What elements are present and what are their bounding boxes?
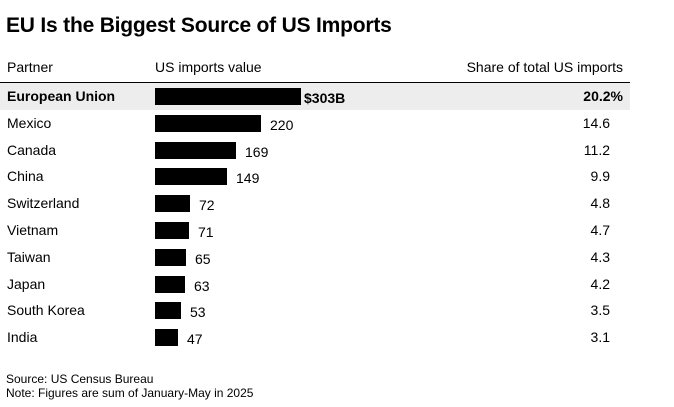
import-bar [155, 275, 185, 293]
share-label: 14.6 [582, 114, 610, 131]
value-label: 72 [199, 197, 215, 214]
partner-label: Mexico [7, 114, 52, 131]
partner-label: Canada [7, 141, 57, 158]
table-row: China 149 9.9 [0, 163, 630, 190]
share-label: 4.8 [590, 195, 610, 212]
share-label: 3.5 [590, 302, 610, 319]
partner-label: Vietnam [7, 221, 59, 238]
table-header: Partner US imports value Share of total … [0, 54, 630, 84]
share-label: 3.1 [590, 329, 610, 346]
partner-label: Taiwan [7, 248, 51, 265]
import-bar [155, 329, 178, 347]
table-row: European Union $303B 20.2% [0, 83, 630, 110]
import-bar [155, 141, 236, 159]
share-column-header: Share of total US imports [466, 59, 623, 75]
value-label: 71 [198, 223, 214, 240]
partner-label: India [7, 329, 38, 346]
value-label: $303B [304, 90, 346, 106]
chart-rows: European Union $303B 20.2% Mexico 220 14.6 Can… [0, 83, 630, 351]
source-note: Source: US Census Bureau [6, 372, 154, 386]
table-row: Switzerland 72 4.8 [0, 190, 630, 217]
share-label: 4.7 [590, 221, 610, 238]
value-label: 53 [190, 304, 206, 321]
table-row: Vietnam 71 4.7 [0, 217, 630, 244]
import-bar [155, 168, 227, 186]
import-bar [155, 114, 261, 132]
chart-footer: Source: US Census Bureau Note: Figures a… [6, 372, 253, 400]
value-label: 63 [194, 277, 210, 294]
partner-label: China [7, 168, 44, 185]
share-label: 4.3 [590, 248, 610, 265]
import-bar [155, 302, 181, 320]
table-row: Mexico 220 14.6 [0, 110, 630, 137]
chart-title: EU Is the Biggest Source of US Imports [6, 14, 392, 37]
import-bar [155, 248, 186, 266]
share-label: 11.2 [583, 141, 610, 158]
table-row: Japan 63 4.2 [0, 271, 630, 298]
value-label: 220 [270, 116, 294, 133]
value-label: 169 [245, 143, 269, 160]
value-label: 47 [187, 331, 203, 348]
import-bar [155, 88, 301, 105]
share-label: 4.2 [590, 275, 610, 292]
partner-label: South Korea [7, 302, 85, 319]
table-row: Canada 169 11.2 [0, 137, 630, 164]
partner-column-header: Partner [7, 59, 53, 75]
import-bar [155, 221, 189, 239]
value-column-header: US imports value [155, 59, 262, 75]
value-label: 149 [236, 170, 260, 187]
table-row: South Korea 53 3.5 [0, 297, 630, 324]
figures-note: Note: Figures are sum of January-May in … [6, 386, 254, 400]
value-label: 65 [195, 250, 211, 267]
partner-label: Switzerland [7, 195, 80, 212]
partner-label: Japan [7, 275, 46, 292]
table-row: India 47 3.1 [0, 324, 630, 351]
table-row: Taiwan 65 4.3 [0, 244, 630, 271]
partner-label: European Union [7, 88, 116, 104]
share-label: 9.9 [590, 168, 610, 185]
import-bar [155, 195, 190, 213]
share-label: 20.2% [583, 88, 623, 104]
